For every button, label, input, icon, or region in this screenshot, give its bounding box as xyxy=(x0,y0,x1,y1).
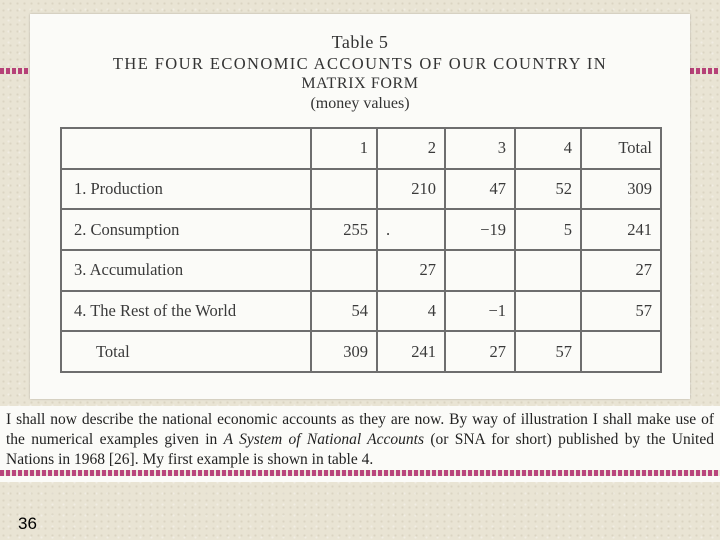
table-cell: 309 xyxy=(580,167,662,211)
table-cell xyxy=(514,248,582,292)
table-header-row: 1 2 3 4 Total xyxy=(60,127,662,170)
decorative-rule-bottom xyxy=(0,470,720,476)
table-cell: 52 xyxy=(514,167,582,211)
table-cell: −1 xyxy=(444,289,516,333)
table-cell: 210 xyxy=(376,167,446,211)
scanned-table-image: Table 5 THE FOUR ECONOMIC ACCOUNTS OF OU… xyxy=(30,14,690,399)
table-title-line2: MATRIX FORM xyxy=(301,75,419,92)
table-cell xyxy=(444,248,516,292)
table-cell: 5 xyxy=(514,208,582,251)
table-title-line1: THE FOUR ECONOMIC ACCOUNTS OF OUR COUNTR… xyxy=(112,54,608,73)
row-label: 2. Consumption xyxy=(60,208,312,251)
table-note: (money values) xyxy=(310,95,410,112)
header-cell-total: Total xyxy=(580,127,662,170)
table-cell: 57 xyxy=(514,330,582,373)
table-cell: −19 xyxy=(444,208,516,251)
table-cell: 241 xyxy=(376,330,446,373)
body-text-part1: I shall now describe the national econom… xyxy=(6,411,714,448)
table-cell xyxy=(514,289,582,333)
row-label: 3. Accumulation xyxy=(60,248,312,292)
page-number: 36 xyxy=(18,514,37,533)
table-cell: 241 xyxy=(580,208,662,251)
header-cell: 1 xyxy=(310,127,378,170)
table-cell xyxy=(310,248,378,292)
table-row: 3. Accumulation 27 27 xyxy=(60,248,662,292)
table-caption: Table 5 THE FOUR ECONOMIC ACCOUNTS OF OU… xyxy=(30,32,690,114)
table-cell: 27 xyxy=(376,248,446,292)
accounts-matrix-table: 1 2 3 4 Total 1. Production 210 47 52 30… xyxy=(60,127,662,373)
table-total-row: Total 309 241 27 57 xyxy=(60,330,662,373)
book-title: A System of National Accounts xyxy=(223,431,424,448)
table-cell: 47 xyxy=(444,167,516,211)
table-cell: 54 xyxy=(310,289,378,333)
header-cell-label xyxy=(60,127,312,170)
table-row: 2. Consumption 255 . −19 5 241 xyxy=(60,208,662,251)
table-cell: 4 xyxy=(376,289,446,333)
table-cell xyxy=(580,330,662,373)
table-cell: 57 xyxy=(580,289,662,333)
header-cell: 3 xyxy=(444,127,516,170)
table-cell: . xyxy=(376,208,446,251)
table-cell xyxy=(310,167,378,211)
row-label-total: Total xyxy=(60,330,312,373)
row-label: 1. Production xyxy=(60,167,312,211)
table-label: Table 5 xyxy=(331,32,389,52)
table-cell: 309 xyxy=(310,330,378,373)
table-row: 4. The Rest of the World 54 4 −1 57 xyxy=(60,289,662,333)
header-cell: 4 xyxy=(514,127,582,170)
table-cell: 255 xyxy=(310,208,378,251)
table-cell: 27 xyxy=(580,248,662,292)
table-row: 1. Production 210 47 52 309 xyxy=(60,167,662,211)
header-cell: 2 xyxy=(376,127,446,170)
row-label: 4. The Rest of the World xyxy=(60,289,312,333)
body-text-part2: (or SNA for short) published by the Unit… xyxy=(6,431,714,468)
table-cell: 27 xyxy=(444,330,516,373)
body-paragraph: I shall now describe the national econom… xyxy=(0,406,720,482)
